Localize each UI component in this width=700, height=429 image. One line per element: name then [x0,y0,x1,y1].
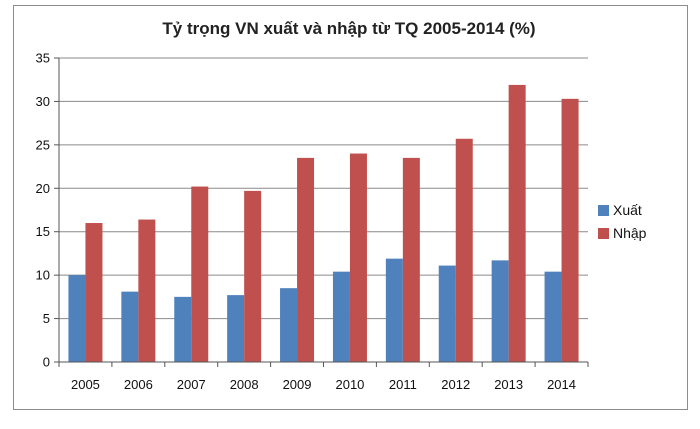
y-tick-label: 15 [36,224,50,239]
legend-label-nhap: Nhập [613,225,647,241]
y-tick-label: 0 [43,355,50,370]
legend-swatch-nhap [598,228,609,239]
y-tick-label: 20 [36,181,50,196]
bar-xuat-2008 [227,295,245,362]
bar-nhap-2006 [138,219,156,362]
bar-xuat-2013 [491,260,509,362]
y-tick-label: 30 [36,94,50,109]
x-tick-label: 2009 [283,377,312,392]
x-tick-label: 2008 [230,377,259,392]
x-tick-labels: 2005 2006 2007 2008 2009 2010 2011 2012 2013 2014 [71,377,576,392]
bar-nhap-2010 [349,153,367,362]
bar-xuat-2009 [280,288,298,362]
legend-swatch-xuat [598,205,609,216]
bar-nhap-2009 [297,157,315,362]
x-tick-label: 2012 [441,377,470,392]
chart-title: Tỷ trọng VN xuất và nhập từ TQ 2005-2014… [162,19,535,38]
x-tick-label: 2011 [389,377,417,392]
legend: Xuất Nhập [598,202,647,241]
y-tick-label: 35 [36,51,50,66]
bar-nhap-2013 [508,84,526,362]
bars [68,84,579,362]
bar-xuat-2010 [332,271,350,362]
bar-nhap-2008 [244,190,262,362]
bar-xuat-2011 [385,258,403,362]
bar-xuat-2007 [174,296,192,362]
legend-label-xuat: Xuất [613,202,642,218]
y-tick-labels: 0 5 10 15 20 25 30 35 [36,51,50,370]
x-tick-label: 2005 [71,377,100,392]
bar-xuat-2005 [68,275,86,362]
y-tick-label: 5 [43,311,50,326]
bar-xuat-2012 [438,265,456,362]
y-tick-label: 10 [36,268,50,283]
x-tick-label: 2010 [335,377,364,392]
bar-xuat-2014 [544,271,562,362]
bar-nhap-2007 [191,186,209,362]
x-tick-label: 2013 [494,377,523,392]
axes [54,57,589,367]
bar-nhap-2005 [85,223,103,362]
bar-nhap-2012 [455,138,473,362]
bar-xuat-2006 [121,291,139,362]
bar-nhap-2011 [402,157,420,362]
x-tick-label: 2007 [177,377,206,392]
bar-nhap-2014 [561,98,579,362]
x-tick-label: 2006 [124,377,153,392]
x-tick-label: 2014 [547,377,576,392]
y-tick-label: 25 [36,137,50,152]
